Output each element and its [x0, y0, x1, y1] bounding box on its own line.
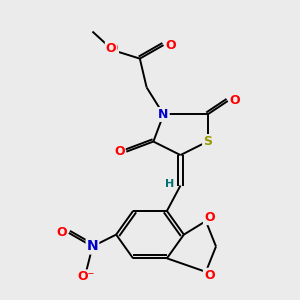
Text: O: O [165, 39, 176, 52]
Text: O: O [204, 269, 214, 282]
Text: O⁻: O⁻ [77, 270, 94, 284]
Text: O: O [204, 211, 214, 224]
Text: O: O [106, 42, 116, 55]
Text: O: O [114, 145, 124, 158]
Text: O: O [107, 42, 118, 55]
Text: O: O [230, 94, 240, 107]
Text: H: H [165, 179, 174, 189]
Text: S: S [203, 135, 212, 148]
Text: N: N [158, 108, 169, 121]
Text: N: N [87, 239, 98, 254]
Text: O: O [56, 226, 67, 239]
